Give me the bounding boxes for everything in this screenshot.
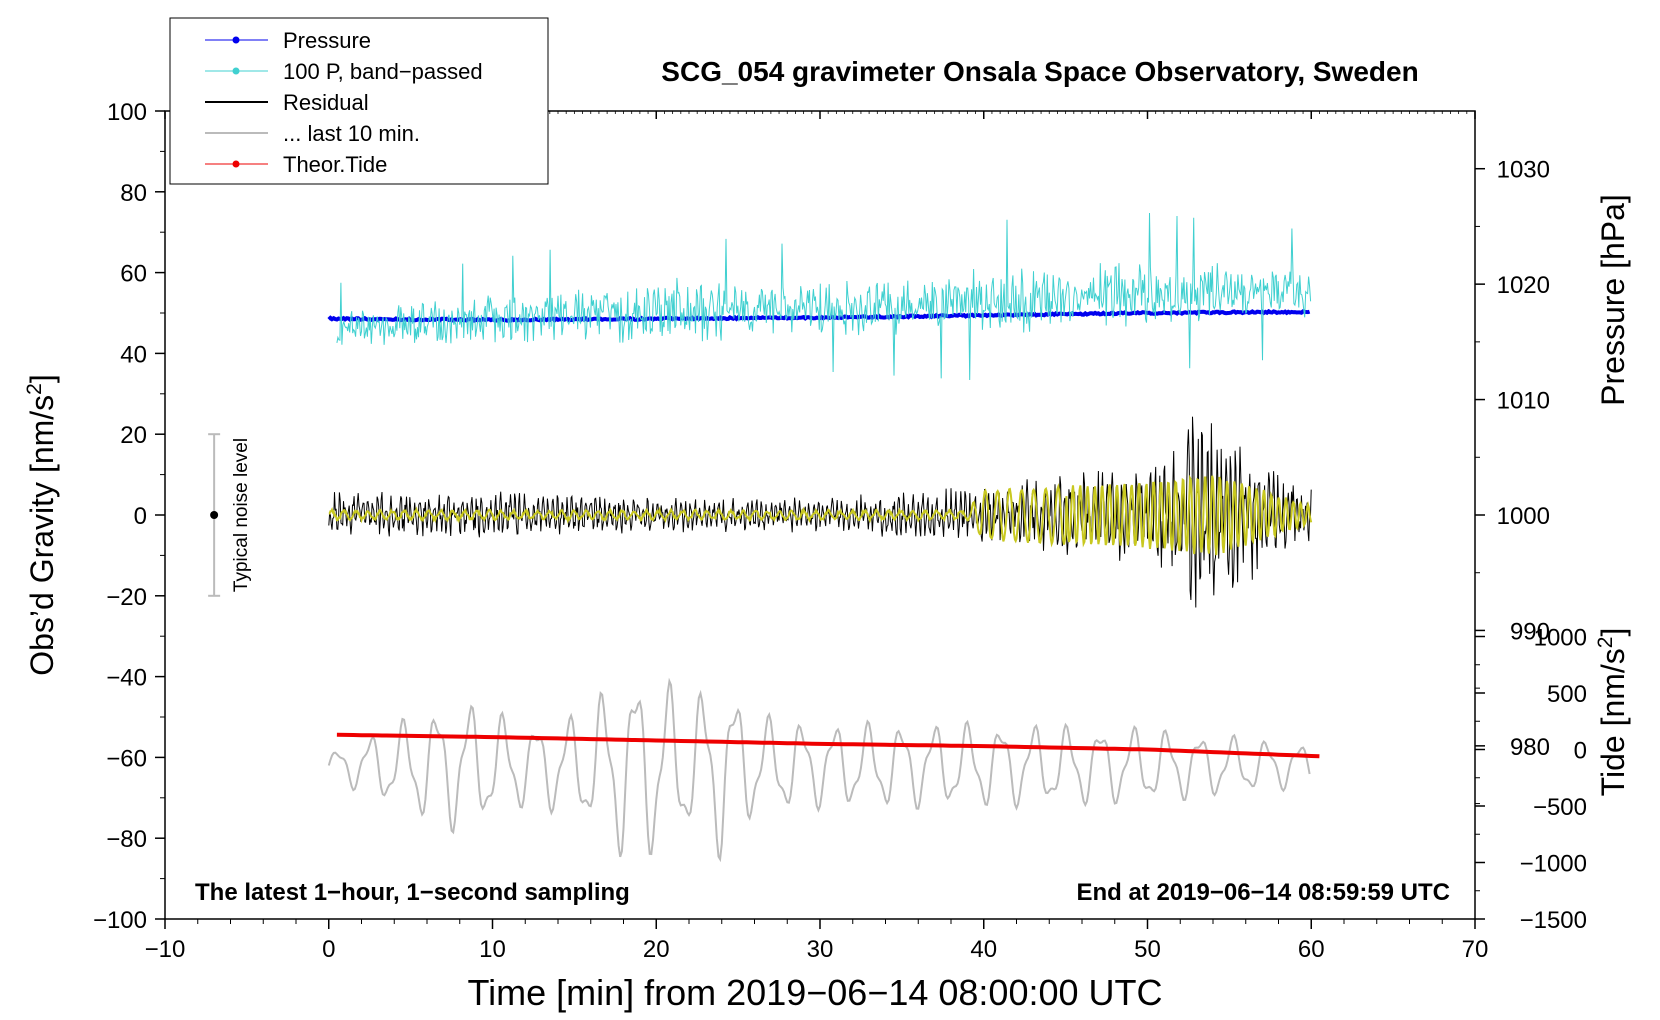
noise-bar-center-dot xyxy=(210,511,219,519)
y-tick-label: −60 xyxy=(106,745,147,772)
legend: Pressure 100 P, band−passed Residual ... la… xyxy=(169,17,549,185)
y-axis-label-tide-sup: 2 xyxy=(1594,637,1617,649)
x-tick-label: 10 xyxy=(479,936,506,963)
pressure-tick-label: 990 xyxy=(1510,618,1550,645)
x-tick-label: 20 xyxy=(643,936,670,963)
x-tick-label: 30 xyxy=(807,936,834,963)
x-tick-label: 70 xyxy=(1462,936,1489,963)
y-axis-label-pressure: Pressure [hPa] xyxy=(1595,194,1631,406)
tide-tick-label: 0 xyxy=(1574,738,1587,765)
y-axis-label-tide-end: ] xyxy=(1595,628,1631,637)
y-tick-label: −40 xyxy=(106,665,147,692)
y-axis-label-tide: Tide [nm/s2] xyxy=(1594,628,1631,797)
chart-title: SCG_054 gravimeter Onsala Space Observat… xyxy=(661,56,1418,87)
x-tick-label: 40 xyxy=(970,936,997,963)
y-axis-label-left: Obs’d Gravity [nm/s2] xyxy=(23,374,60,676)
x-axis-label: Time [min] from 2019−06−14 08:00:00 UTC xyxy=(467,972,1162,1013)
pressure-tick-label: 1010 xyxy=(1497,388,1550,415)
x-tick-label: 50 xyxy=(1134,936,1161,963)
pressure-tick-label: 1020 xyxy=(1497,272,1550,299)
y-tick-label: 0 xyxy=(134,503,147,530)
series-residual-smoothed xyxy=(328,474,1313,556)
annotation-end-time: End at 2019−06−14 08:59:59 UTC xyxy=(1076,879,1450,906)
legend-label: ... last 10 min. xyxy=(283,121,420,146)
series-last-10-min xyxy=(327,677,1311,863)
legend-marker xyxy=(232,160,240,168)
y-tick-label: −100 xyxy=(93,907,147,934)
x-tick-label: 0 xyxy=(322,936,335,963)
y-axis-label-left-text: Obs’d Gravity [nm/s xyxy=(24,395,60,676)
series-theoretical-tide xyxy=(336,732,1320,759)
pressure-tick-label: 1030 xyxy=(1497,157,1550,184)
legend-marker xyxy=(232,36,240,44)
tide-tick-label: −1500 xyxy=(1520,907,1587,934)
y-tick-label: 100 xyxy=(107,99,147,126)
series-pressure-bandpassed xyxy=(336,212,1312,381)
pressure-tick-label: 1000 xyxy=(1497,503,1550,530)
y-tick-label: −80 xyxy=(106,826,147,853)
y-axis-label-left-end: ] xyxy=(24,374,60,383)
axis-ticks: −10 0 10 20 30 40 50 60 70100806040200−20−40−60−… xyxy=(93,99,1587,963)
y-tick-label: 80 xyxy=(120,180,147,207)
series-layer xyxy=(327,212,1320,863)
y-axis-label-tide-text: Tide [nm/s xyxy=(1595,648,1631,796)
noise-bar xyxy=(208,433,221,597)
tide-tick-label: −1000 xyxy=(1520,851,1587,878)
tide-tick-label: −500 xyxy=(1533,794,1587,821)
legend-marker xyxy=(232,67,240,75)
annotation-sampling: The latest 1−hour, 1−second sampling xyxy=(195,879,630,906)
y-tick-label: −20 xyxy=(106,584,147,611)
y-tick-label: 20 xyxy=(120,422,147,449)
y-tick-label: 60 xyxy=(120,261,147,288)
legend-label: 100 P, band−passed xyxy=(283,59,483,84)
y-tick-label: 40 xyxy=(120,341,147,368)
x-tick-label: −10 xyxy=(145,936,186,963)
legend-label: Pressure xyxy=(283,28,371,53)
noise-level-label: Typical noise level xyxy=(231,438,252,592)
pressure-tick-label: 980 xyxy=(1510,734,1550,761)
legend-label: Theor.Tide xyxy=(283,152,387,177)
x-tick-label: 60 xyxy=(1298,936,1325,963)
tide-tick-label: 1000 xyxy=(1534,625,1587,652)
y-axis-label-left-sup: 2 xyxy=(23,383,46,395)
legend-label: Residual xyxy=(283,90,369,115)
tide-tick-label: 500 xyxy=(1547,681,1587,708)
